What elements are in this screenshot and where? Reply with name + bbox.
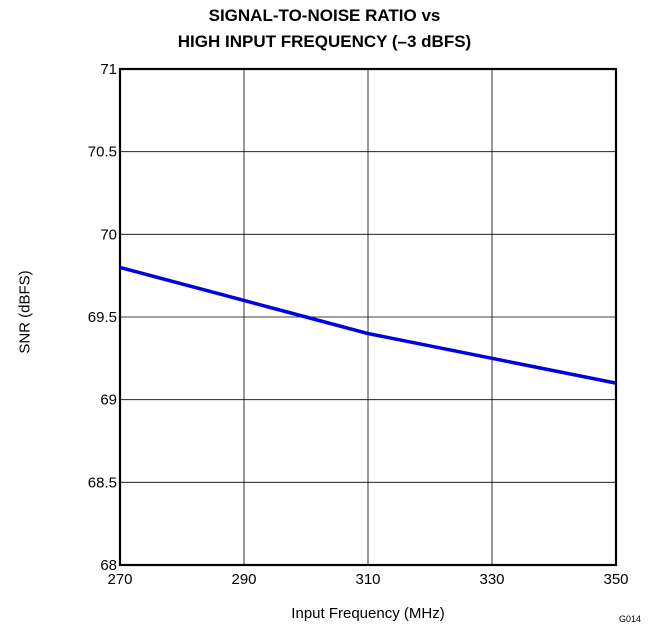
y-tick-label: 71 bbox=[100, 61, 117, 78]
series-line bbox=[119, 265, 617, 385]
chart-title-line-1: SIGNAL-TO-NOISE RATIO vs bbox=[208, 6, 441, 25]
y-tick-label: 69 bbox=[100, 392, 117, 409]
x-tick-label: 270 bbox=[107, 571, 132, 588]
figure-id: G014 bbox=[618, 614, 641, 624]
y-tick-label: 68.5 bbox=[88, 474, 117, 491]
x-tick-label: 310 bbox=[355, 571, 380, 588]
plot-frame bbox=[118, 67, 618, 567]
y-tick-label: 70 bbox=[100, 226, 117, 243]
y-tick-label: 68 bbox=[100, 557, 117, 574]
x-tick-label: 350 bbox=[603, 571, 628, 588]
y-axis-label: SNR (dBFS) bbox=[16, 270, 34, 354]
y-tick-label: 70.5 bbox=[88, 144, 117, 161]
y-tick-label: 69.5 bbox=[88, 309, 117, 326]
x-tick-label: 290 bbox=[231, 571, 256, 588]
x-tick-label: 330 bbox=[479, 571, 504, 588]
chart-title-line-2: HIGH INPUT FREQUENCY (–3 dBFS) bbox=[177, 32, 472, 51]
x-axis-label: Input Frequency (MHz) bbox=[291, 605, 445, 622]
